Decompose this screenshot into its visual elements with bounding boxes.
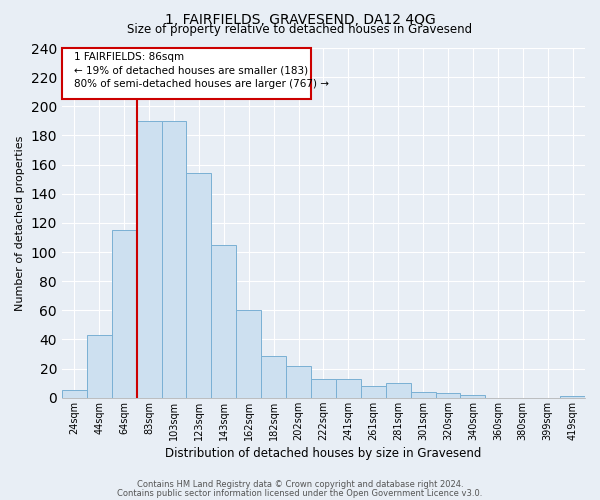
Bar	[311, 379, 336, 398]
Text: 1, FAIRFIELDS, GRAVESEND, DA12 4QG: 1, FAIRFIELDS, GRAVESEND, DA12 4QG	[164, 12, 436, 26]
Bar	[286, 366, 311, 398]
Bar	[560, 396, 585, 398]
Bar	[236, 310, 261, 398]
Bar	[187, 174, 211, 398]
Text: Contains HM Land Registry data © Crown copyright and database right 2024.: Contains HM Land Registry data © Crown c…	[137, 480, 463, 489]
X-axis label: Distribution of detached houses by size in Gravesend: Distribution of detached houses by size …	[165, 447, 482, 460]
Bar	[386, 383, 410, 398]
Bar	[161, 121, 187, 398]
Bar	[261, 356, 286, 398]
Bar	[361, 386, 386, 398]
Text: 1 FAIRFIELDS: 86sqm
← 19% of detached houses are smaller (183)
80% of semi-detac: 1 FAIRFIELDS: 86sqm ← 19% of detached ho…	[74, 52, 329, 89]
Bar	[436, 394, 460, 398]
FancyBboxPatch shape	[62, 48, 311, 99]
Bar	[137, 121, 161, 398]
Bar	[62, 390, 87, 398]
Bar	[336, 379, 361, 398]
Bar	[112, 230, 137, 398]
Bar	[410, 392, 436, 398]
Bar	[211, 245, 236, 398]
Text: Size of property relative to detached houses in Gravesend: Size of property relative to detached ho…	[127, 22, 473, 36]
Y-axis label: Number of detached properties: Number of detached properties	[15, 135, 25, 310]
Bar	[87, 335, 112, 398]
Text: Contains public sector information licensed under the Open Government Licence v3: Contains public sector information licen…	[118, 488, 482, 498]
Bar	[460, 395, 485, 398]
